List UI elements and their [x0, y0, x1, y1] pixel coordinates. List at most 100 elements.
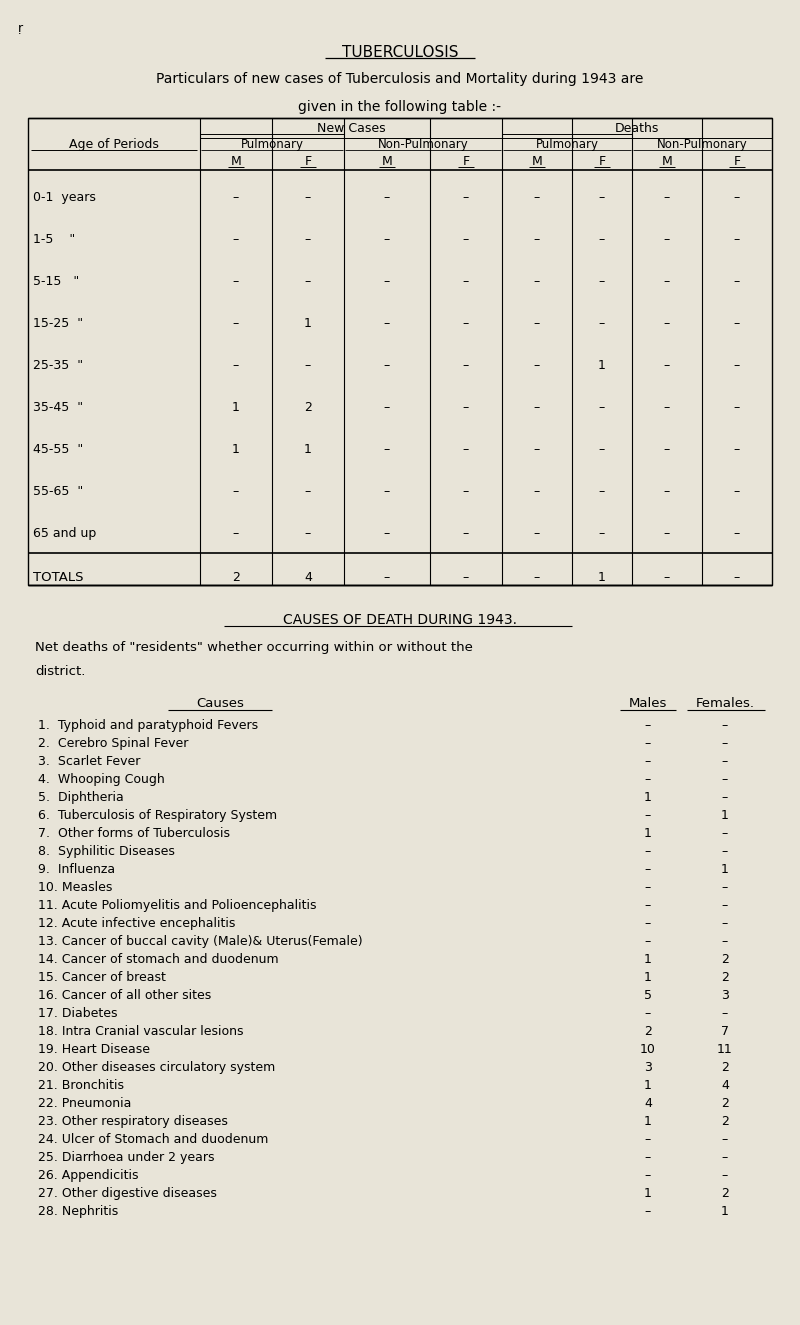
Text: 1: 1 — [232, 443, 240, 456]
Text: –: – — [463, 485, 469, 498]
Text: F: F — [462, 155, 470, 168]
Text: –: – — [722, 791, 728, 804]
Text: TOTALS: TOTALS — [33, 571, 83, 584]
Text: –: – — [664, 443, 670, 456]
Text: 25-35  ": 25-35 " — [33, 359, 83, 372]
Text: –: – — [722, 719, 728, 731]
Text: –: – — [463, 571, 469, 584]
Text: CAUSES OF DEATH DURING 1943.: CAUSES OF DEATH DURING 1943. — [283, 613, 517, 627]
Text: –: – — [645, 1151, 651, 1163]
Text: 1: 1 — [721, 863, 729, 876]
Text: –: – — [384, 359, 390, 372]
Text: –: – — [384, 571, 390, 584]
Text: –: – — [645, 737, 651, 750]
Text: Non-Pulmonary: Non-Pulmonary — [378, 138, 468, 151]
Text: –: – — [305, 527, 311, 541]
Text: Pulmonary: Pulmonary — [535, 138, 598, 151]
Text: –: – — [599, 233, 605, 246]
Text: –: – — [534, 527, 540, 541]
Text: 18. Intra Cranial vascular lesions: 18. Intra Cranial vascular lesions — [38, 1026, 243, 1037]
Text: 1: 1 — [644, 791, 652, 804]
Text: M: M — [662, 155, 672, 168]
Text: 23. Other respiratory diseases: 23. Other respiratory diseases — [38, 1116, 228, 1128]
Text: 55-65  ": 55-65 " — [33, 485, 83, 498]
Text: 27. Other digestive diseases: 27. Other digestive diseases — [38, 1187, 217, 1200]
Text: –: – — [645, 935, 651, 947]
Text: 5: 5 — [644, 988, 652, 1002]
Text: 1: 1 — [644, 827, 652, 840]
Text: –: – — [734, 443, 740, 456]
Text: 14. Cancer of stomach and duodenum: 14. Cancer of stomach and duodenum — [38, 953, 278, 966]
Text: 1.  Typhoid and paratyphoid Fevers: 1. Typhoid and paratyphoid Fevers — [38, 719, 258, 731]
Text: Causes: Causes — [196, 697, 244, 710]
Text: –: – — [599, 527, 605, 541]
Text: 1: 1 — [644, 1116, 652, 1128]
Text: –: – — [722, 1151, 728, 1163]
Text: –: – — [599, 401, 605, 413]
Text: –: – — [384, 443, 390, 456]
Text: 11. Acute Poliomyelitis and Polioencephalitis: 11. Acute Poliomyelitis and Polioencepha… — [38, 898, 317, 912]
Text: M: M — [230, 155, 242, 168]
Text: –: – — [599, 276, 605, 288]
Text: –: – — [305, 359, 311, 372]
Text: –: – — [734, 233, 740, 246]
Text: 1: 1 — [721, 810, 729, 822]
Text: TUBERCULOSIS: TUBERCULOSIS — [342, 45, 458, 60]
Text: –: – — [645, 810, 651, 822]
Text: 19. Heart Disease: 19. Heart Disease — [38, 1043, 150, 1056]
Text: 10. Measles: 10. Measles — [38, 881, 112, 894]
Text: 1: 1 — [598, 359, 606, 372]
Text: –: – — [463, 276, 469, 288]
Text: –: – — [645, 845, 651, 859]
Text: 1: 1 — [598, 571, 606, 584]
Text: –: – — [463, 233, 469, 246]
Text: –: – — [645, 772, 651, 786]
Text: 11: 11 — [717, 1043, 733, 1056]
Text: Deaths: Deaths — [615, 122, 659, 135]
Text: –: – — [599, 443, 605, 456]
Text: ṛ: ṛ — [18, 23, 23, 34]
Text: 2: 2 — [232, 571, 240, 584]
Text: 3: 3 — [644, 1061, 652, 1075]
Text: 5.  Diphtheria: 5. Diphtheria — [38, 791, 124, 804]
Text: 15-25  ": 15-25 " — [33, 317, 83, 330]
Text: –: – — [384, 233, 390, 246]
Text: –: – — [722, 935, 728, 947]
Text: –: – — [384, 191, 390, 204]
Text: 4: 4 — [304, 571, 312, 584]
Text: –: – — [599, 191, 605, 204]
Text: –: – — [664, 571, 670, 584]
Text: Particulars of new cases of Tuberculosis and Mortality during 1943 are: Particulars of new cases of Tuberculosis… — [156, 72, 644, 86]
Text: Females.: Females. — [695, 697, 754, 710]
Text: 25. Diarrhoea under 2 years: 25. Diarrhoea under 2 years — [38, 1151, 214, 1163]
Text: –: – — [233, 191, 239, 204]
Text: 35-45  ": 35-45 " — [33, 401, 83, 413]
Text: –: – — [722, 1133, 728, 1146]
Text: –: – — [305, 233, 311, 246]
Text: –: – — [463, 191, 469, 204]
Text: –: – — [734, 191, 740, 204]
Text: 16. Cancer of all other sites: 16. Cancer of all other sites — [38, 988, 211, 1002]
Text: –: – — [534, 485, 540, 498]
Text: 1: 1 — [304, 317, 312, 330]
Text: –: – — [233, 233, 239, 246]
Text: –: – — [233, 485, 239, 498]
Text: 2: 2 — [721, 1116, 729, 1128]
Text: 2: 2 — [721, 953, 729, 966]
Text: 1: 1 — [644, 971, 652, 984]
Text: 7.  Other forms of Tuberculosis: 7. Other forms of Tuberculosis — [38, 827, 230, 840]
Text: –: – — [722, 898, 728, 912]
Text: –: – — [645, 1204, 651, 1218]
Text: –: – — [734, 317, 740, 330]
Text: 4: 4 — [644, 1097, 652, 1110]
Text: New Cases: New Cases — [317, 122, 386, 135]
Text: –: – — [645, 881, 651, 894]
Text: 3.  Scarlet Fever: 3. Scarlet Fever — [38, 755, 140, 768]
Text: 9.  Influenza: 9. Influenza — [38, 863, 115, 876]
Text: –: – — [734, 527, 740, 541]
Text: –: – — [722, 881, 728, 894]
Text: Age of Periods: Age of Periods — [69, 138, 159, 151]
Text: –: – — [664, 276, 670, 288]
Text: 6.  Tuberculosis of Respiratory System: 6. Tuberculosis of Respiratory System — [38, 810, 277, 822]
Text: 2: 2 — [304, 401, 312, 413]
